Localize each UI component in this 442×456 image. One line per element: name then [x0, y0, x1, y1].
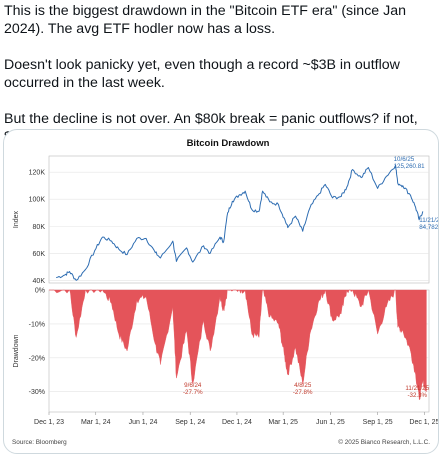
copyright-label: © 2025 Bianco Research, L.L.C. [338, 438, 430, 446]
drawdown-annotation-label: 11/21/25 [405, 385, 429, 392]
drawdown-panel: 0% -10% -20% -30% Drawdown 9/6/24-27.7% 4/8/25… [13, 288, 430, 413]
bitcoin-drawdown-chart: Bitcoin Drawdown 40K 60K 80K 100K 120K Index 1… [12, 138, 438, 446]
x-tick-label: Dec 1, 25 [409, 419, 438, 426]
drawdown-y-tick-label: -30% [29, 389, 45, 396]
drawdown-y-tick-label: -10% [29, 321, 45, 328]
index-annotation-label: 125,260.81 [394, 163, 426, 170]
tweet-paragraph-2: Doesn't look panicky yet, even though a … [4, 57, 400, 91]
index-y-tick-label: 60K [33, 251, 46, 258]
x-tick-label: Sep 1, 24 [175, 419, 205, 426]
drawdown-annotation-label: 4/8/25 [294, 382, 312, 389]
drawdown-annotation-label: -27.7% [183, 389, 203, 396]
x-tick-label: Dec 1, 24 [222, 419, 252, 426]
source-label: Source: Bloomberg [12, 439, 67, 446]
x-tick-label: Mar 1, 25 [268, 419, 298, 426]
x-tick-label: Dec 1, 23 [34, 419, 64, 426]
drawdown-y-tick-label: -20% [29, 355, 45, 362]
tweet-paragraph-1: This is the biggest drawdown in the "Bit… [4, 3, 406, 37]
drawdown-area [48, 289, 427, 400]
x-tick-label: Jun 1, 25 [316, 419, 345, 426]
tweet-text: This is the biggest drawdown in the "Bit… [4, 2, 438, 146]
x-tick-label: Mar 1, 24 [81, 419, 111, 426]
index-y-tick-label: 100K [29, 197, 46, 204]
index-y-tick-label: 80K [33, 224, 46, 231]
index-y-tick-label: 40K [33, 278, 46, 285]
index-plot-frame [48, 155, 430, 284]
drawdown-annotation-label: 9/6/24 [184, 382, 202, 389]
x-tick-label: Jun 1, 24 [129, 419, 158, 426]
drawdown-y-tick-label: 0% [35, 288, 45, 295]
index-annotation-label: 11/21/25 [419, 217, 438, 224]
chart-image-card[interactable]: Bitcoin Drawdown 40K 60K 80K 100K 120K Index 1… [3, 129, 439, 454]
index-y-axis-title: Index [13, 210, 20, 228]
x-tick-label: Sep 1, 25 [363, 419, 393, 426]
drawdown-annotation-label: -32.3% [407, 392, 427, 399]
drawdown-y-axis-title: Drawdown [13, 334, 20, 367]
index-y-tick-label: 120K [29, 170, 46, 177]
index-series-line [56, 164, 424, 281]
x-axis: Dec 1, 23 Mar 1, 24 Jun 1, 24 Sep 1, 24 Dec … [34, 412, 438, 426]
index-annotation-label: 84,782.32 [419, 224, 438, 231]
index-annotation-label: 10/6/25 [394, 156, 415, 163]
chart-title: Bitcoin Drawdown [187, 138, 270, 149]
drawdown-annotation-label: -27.8% [293, 389, 313, 396]
